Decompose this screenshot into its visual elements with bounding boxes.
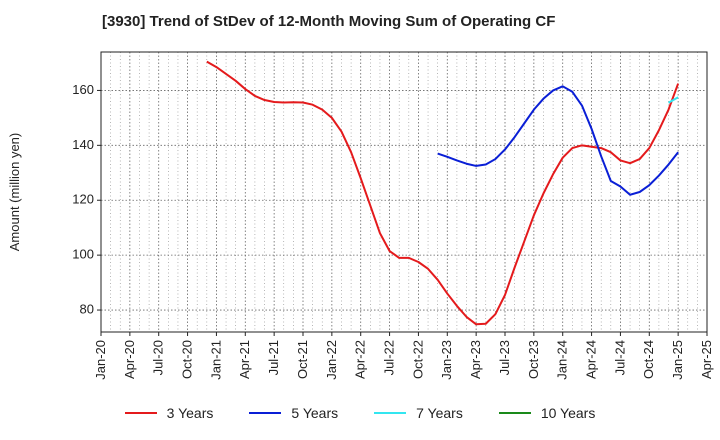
x-tick-label: Jul-23 [497,340,512,375]
x-tick-label: Oct-24 [641,340,656,379]
series-line-3-years [206,60,680,326]
tick-layer: Jan-20 Apr-20 Jul-20 Oct-20 Jan-21 Apr-21 Jul-… [72,82,714,380]
x-tick-label: Jan-22 [324,340,339,380]
x-tick-label: Jul-21 [266,340,281,375]
y-tick-label: 120 [72,192,94,207]
x-tick-label: Jul-24 [612,340,627,375]
legend-item-10-years: 10 Years [498,405,596,421]
x-tick-label: Jul-22 [382,340,397,375]
legend-swatch-3-years [124,412,157,414]
grid-layer [101,52,707,332]
y-axis-title: Amount (million yen) [7,133,22,252]
x-tick-label: Jul-20 [151,340,166,375]
x-tick-label: Oct-21 [295,340,310,379]
x-tick-label: Oct-20 [180,340,195,379]
legend-swatch-5-years [249,412,282,414]
x-tick-label: Jan-24 [555,340,570,380]
x-tick-label: Jan-23 [439,340,454,380]
series-line-5-years [437,85,679,196]
legend-item-5-years: 5 Years [249,405,338,421]
series-layer [206,60,680,326]
x-tick-label: Apr-21 [237,340,252,379]
legend-label-10-years: 10 Years [540,405,596,421]
legend-item-3-years: 3 Years [124,405,214,421]
x-tick-label: Oct-23 [526,340,541,379]
x-tick-label: Jan-21 [208,340,223,380]
plot-frame [100,51,708,333]
legend: 3 Years 5 Years 7 Years 10 Years [0,405,720,421]
legend-label-7-years: 7 Years [416,405,463,421]
x-tick-label: Apr-22 [353,340,368,379]
x-tick-label: Apr-20 [122,340,137,379]
x-tick-label: Apr-23 [468,340,483,379]
legend-label-3-years: 3 Years [166,405,214,421]
legend-swatch-7-years [374,412,407,414]
y-tick-label: 100 [72,247,94,262]
y-tick-label: 80 [80,301,94,316]
x-tick-label: Jan-20 [93,340,108,380]
y-tick-label: 160 [72,82,94,97]
legend-swatch-10-years [498,412,531,414]
x-tick-label: Apr-25 [699,340,714,379]
chart-title: [3930] Trend of StDev of 12-Month Moving… [102,13,556,30]
legend-item-7-years: 7 Years [374,405,463,421]
plot-background [101,52,707,332]
y-tick-label: 140 [72,137,94,152]
x-tick-label: Jan-25 [670,340,685,380]
legend-label-5-years: 5 Years [291,405,339,421]
series-line-7-years [668,96,679,104]
x-tick-label: Apr-24 [584,340,599,379]
x-tick-label: Oct-22 [410,340,425,379]
